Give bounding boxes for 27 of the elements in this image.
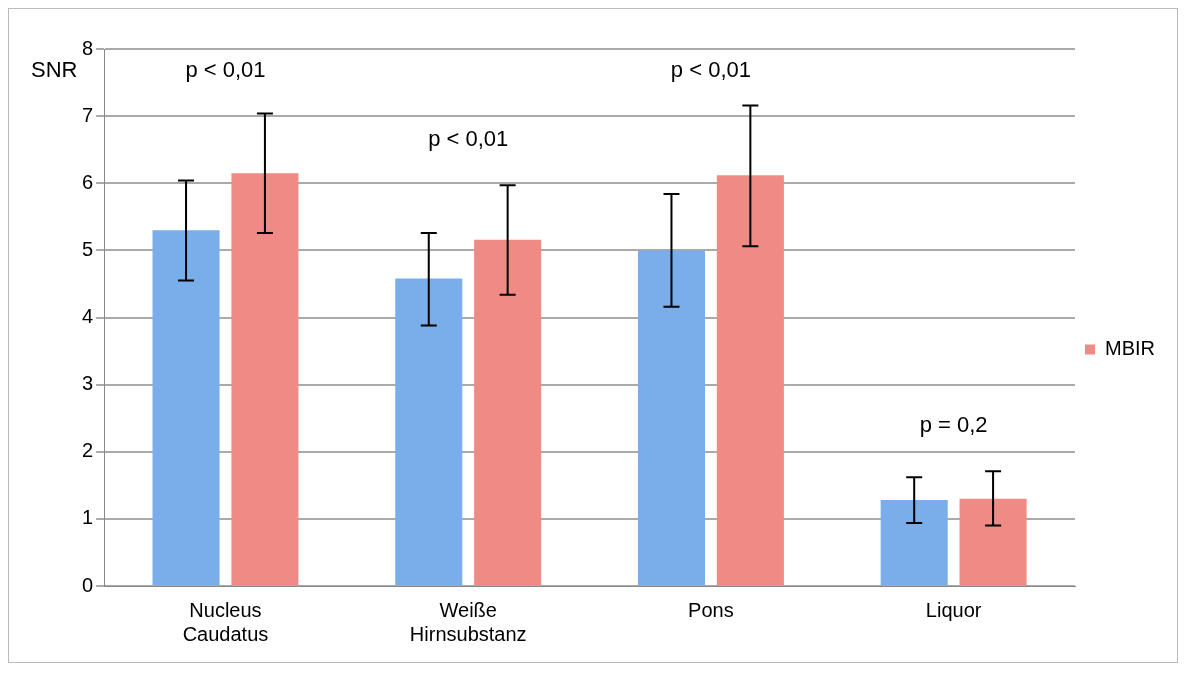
bar — [231, 173, 299, 585]
bar — [474, 239, 542, 585]
x-tick-label: Weiße Hirnsubstanz — [409, 598, 527, 645]
y-tick-label: 7 — [82, 103, 94, 126]
x-tick-label: Liquor — [925, 598, 982, 621]
y-tick-label: 8 — [82, 36, 94, 59]
y-tick-label: 1 — [82, 506, 94, 529]
x-tick-label: Nucleus Caudatus — [182, 598, 269, 645]
legend-label: MBIR — [1105, 337, 1155, 360]
y-tick-label: 6 — [82, 170, 94, 193]
bar — [880, 500, 948, 585]
bar — [637, 250, 706, 585]
annotation: p < 0,01 — [670, 57, 751, 83]
y-axis-title: SNR — [31, 57, 78, 83]
y-tick-label: 0 — [82, 573, 94, 596]
y-tick-label: 4 — [82, 305, 94, 328]
annotation: p < 0,01 — [185, 57, 266, 83]
annotation: p < 0,01 — [428, 126, 509, 152]
bar — [716, 175, 784, 585]
y-tick-label: 2 — [82, 439, 94, 462]
y-tick-label: 5 — [82, 237, 94, 260]
annotation: p = 0,2 — [919, 412, 988, 438]
x-tick-label: Pons — [688, 598, 734, 621]
bar — [152, 230, 220, 585]
bar — [959, 498, 1027, 585]
y-tick-label: 3 — [82, 372, 94, 395]
bar — [395, 278, 463, 585]
